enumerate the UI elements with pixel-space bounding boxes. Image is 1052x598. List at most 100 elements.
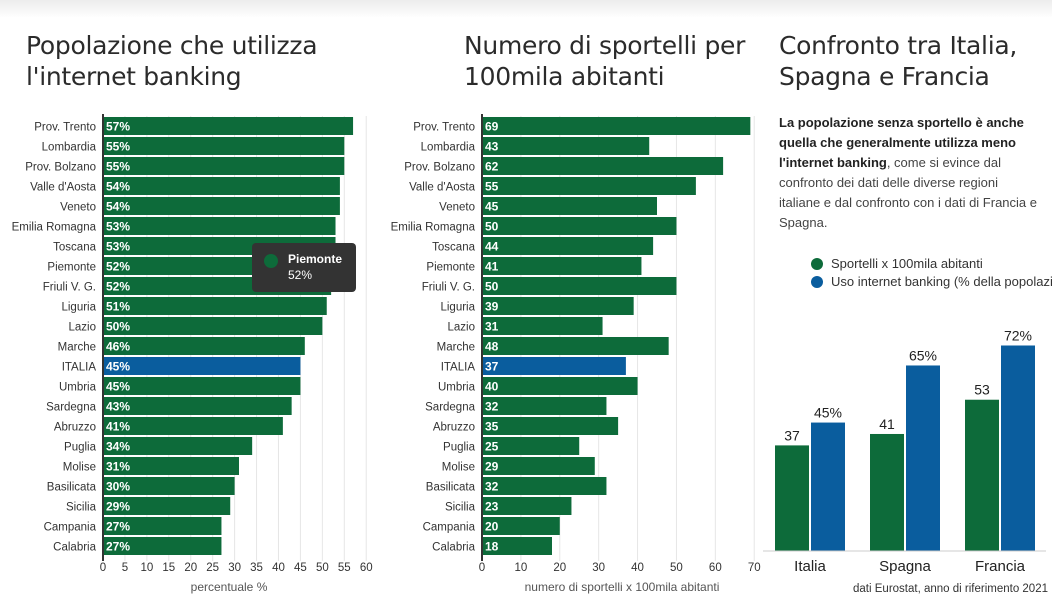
bar-0-15 xyxy=(103,417,283,435)
category-label-1-6: Toscana xyxy=(432,242,475,254)
bar-label-0-4: 54% xyxy=(106,200,130,214)
category-label-1-16: Puglia xyxy=(443,442,476,454)
bar-label-1-7: 41 xyxy=(485,260,499,274)
category-label-0-12: ITALIA xyxy=(62,362,97,374)
x-tick-label-0-5: 25 xyxy=(206,562,219,574)
bar-0-9 xyxy=(103,297,327,315)
category-label-1-5: Emilia Romagna xyxy=(391,222,476,234)
bar-label-0-12: 45% xyxy=(106,360,130,374)
tooltip-name: Piemonte xyxy=(288,252,343,266)
bar-label-0-20: 27% xyxy=(106,520,130,534)
category-label-1-21: Calabria xyxy=(432,542,475,554)
bar-label-0-13: 45% xyxy=(106,380,130,394)
bar-label-0-17: 31% xyxy=(106,460,130,474)
category-label-0-9: Liguria xyxy=(61,302,96,314)
category-label-1-2: Prov. Bolzano xyxy=(404,162,475,174)
bar-label-1-16: 25 xyxy=(485,440,499,454)
bar-label-1-12: 37 xyxy=(485,360,499,374)
x-axis-title-c1: numero di sportelli x 100mila abitanti xyxy=(525,580,720,594)
bar-label-0-8: 52% xyxy=(106,280,130,294)
bar-1-17 xyxy=(482,457,595,475)
bar-1-20 xyxy=(482,517,560,535)
category-label-1-1: Lombardia xyxy=(421,142,476,154)
bar-1-3 xyxy=(482,177,696,195)
bar-1-15 xyxy=(482,417,619,435)
top-shadow xyxy=(0,0,1052,18)
bar-label-1-11: 48 xyxy=(485,340,499,354)
group-bar-label-2-1: 72% xyxy=(1004,327,1032,343)
bar-label-0-15: 41% xyxy=(106,420,130,434)
description-paragraph: La popolazione senza sportello è anche q… xyxy=(779,113,1041,233)
description-normal: , come si evince dal confronto dei dati … xyxy=(779,155,1037,230)
bar-0-14 xyxy=(103,397,292,415)
x-tick-label-0-6: 30 xyxy=(228,562,241,574)
bar-1-14 xyxy=(482,397,607,415)
bar-label-1-9: 39 xyxy=(485,300,499,314)
bar-label-1-0: 69 xyxy=(485,120,499,134)
bar-1-10 xyxy=(482,317,603,335)
bar-1-6 xyxy=(482,237,654,255)
bar-label-1-18: 32 xyxy=(485,480,499,494)
group-bar-0-1 xyxy=(811,422,845,551)
bar-0-0 xyxy=(103,117,354,135)
group-bar-label-1-0: 41 xyxy=(879,416,895,432)
x-tick-label-1-7: 70 xyxy=(748,562,761,574)
bar-0-13 xyxy=(103,377,301,395)
category-label-1-13: Umbria xyxy=(438,382,476,394)
group-bar-2-1 xyxy=(1001,345,1035,551)
right-chart-title: Confronto tra Italia, Spagna e Francia xyxy=(779,31,1018,91)
middle-chart-title: Numero di sportelli per 100mila abitanti xyxy=(464,31,746,91)
category-label-1-10: Lazio xyxy=(448,322,476,334)
category-label-1-4: Veneto xyxy=(439,202,475,214)
tooltip: Piemonte 52% xyxy=(252,243,356,292)
group-category-label-2: Francia xyxy=(975,558,1026,575)
bar-0-1 xyxy=(103,137,345,155)
bar-label-1-21: 18 xyxy=(485,540,499,554)
bar-label-1-3: 55 xyxy=(485,180,499,194)
bar-label-0-19: 29% xyxy=(106,500,130,514)
bar-label-1-2: 62 xyxy=(485,160,499,174)
legend-marker-0 xyxy=(811,258,823,270)
bar-label-1-17: 29 xyxy=(485,460,499,474)
bar-1-1 xyxy=(482,137,650,155)
category-label-1-12: ITALIA xyxy=(441,362,476,374)
category-label-0-11: Marche xyxy=(58,342,96,354)
group-bar-label-0-0: 37 xyxy=(784,427,800,443)
bar-label-1-8: 50 xyxy=(485,280,499,294)
bar-1-12 xyxy=(482,357,626,375)
x-tick-label-0-1: 5 xyxy=(122,562,128,574)
bar-label-1-15: 35 xyxy=(485,420,499,434)
x-tick-label-0-11: 55 xyxy=(338,562,351,574)
bar-0-2 xyxy=(103,157,345,175)
x-tick-label-0-7: 35 xyxy=(250,562,263,574)
bar-0-20 xyxy=(103,517,222,535)
bar-label-1-1: 43 xyxy=(485,140,499,154)
group-category-label-1: Spagna xyxy=(879,558,931,575)
bar-label-0-18: 30% xyxy=(106,480,130,494)
bar-1-4 xyxy=(482,197,657,215)
tooltip-value: 52% xyxy=(288,268,313,282)
category-label-0-19: Sicilia xyxy=(66,502,97,514)
category-label-1-8: Friuli V. G. xyxy=(422,282,475,294)
group-bar-1-1 xyxy=(906,365,940,551)
group-bar-label-1-1: 65% xyxy=(909,347,937,363)
x-tick-label-1-5: 50 xyxy=(670,562,683,574)
description-bold: La popolazione senza sportello è anche q… xyxy=(779,115,1024,170)
category-label-0-0: Prov. Trento xyxy=(34,122,96,134)
bar-1-18 xyxy=(482,477,607,495)
bar-0-3 xyxy=(103,177,340,195)
category-label-0-7: Piemonte xyxy=(47,262,96,274)
x-tick-label-0-2: 10 xyxy=(140,562,153,574)
group-category-label-0: Italia xyxy=(794,558,826,575)
bar-1-11 xyxy=(482,337,669,355)
bar-0-19 xyxy=(103,497,231,515)
bar-0-12 xyxy=(103,357,301,375)
legend-marker-1 xyxy=(811,276,823,288)
category-label-0-16: Puglia xyxy=(64,442,97,454)
bar-label-0-6: 53% xyxy=(106,240,130,254)
bar-label-1-20: 20 xyxy=(485,520,499,534)
category-label-0-8: Friuli V. G. xyxy=(43,282,96,294)
category-label-1-11: Marche xyxy=(437,342,475,354)
bar-1-8 xyxy=(482,277,677,295)
